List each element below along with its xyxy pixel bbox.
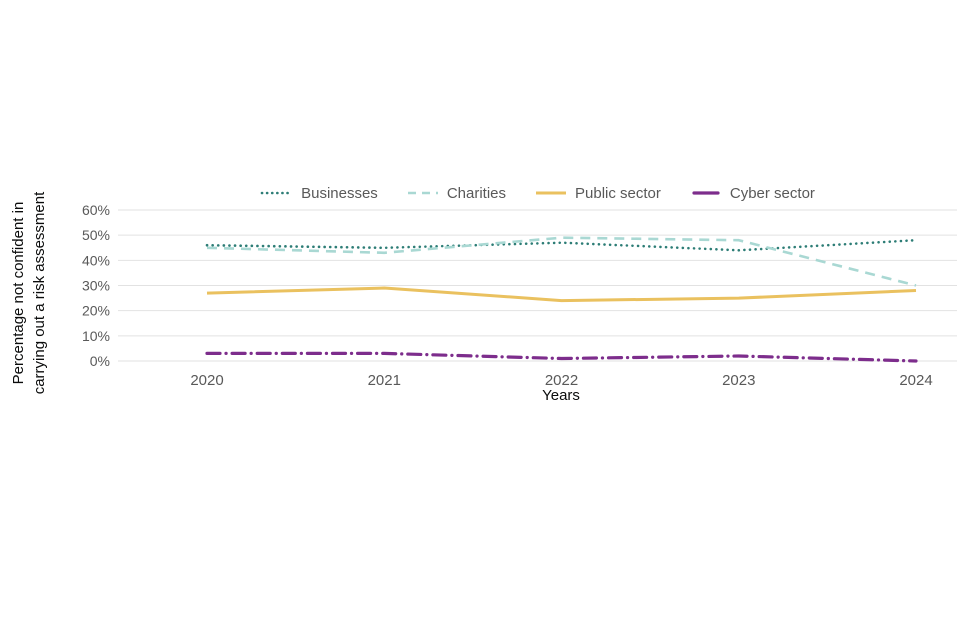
x-tick-label: 2022 — [545, 372, 578, 389]
chart-plot-area: 0% 10% 20% 30% 40% 50% 60% 2020 2021 2022 2023 2024 — [82, 202, 957, 389]
legend-label-public-sector: Public sector — [575, 184, 661, 202]
legend-label-businesses: Businesses — [301, 184, 378, 202]
legend-swatch-public-sector — [536, 191, 566, 195]
chart-legend: Businesses Charities Public sector Cyber se… — [118, 183, 957, 203]
legend-item-businesses: Businesses — [260, 185, 378, 202]
x-tick-label: 2024 — [899, 372, 932, 389]
x-tick-label: 2020 — [190, 372, 223, 389]
x-tick-label: 2021 — [368, 372, 401, 389]
y-tick-label: 30% — [82, 278, 110, 294]
legend-swatch-businesses — [260, 191, 294, 195]
legend-label-charities: Charities — [446, 184, 506, 202]
legend-item-public-sector: Public sector — [534, 185, 661, 202]
y-tick-label: 60% — [82, 202, 110, 218]
x-tick-label: 2023 — [722, 372, 755, 389]
y-tick-label: 10% — [82, 328, 110, 344]
legend-swatch-cyber-sector — [692, 191, 720, 195]
legend-item-charities: Charities — [406, 185, 506, 202]
x-axis-title: Years — [542, 387, 580, 404]
series-line-charities — [206, 236, 917, 287]
series-line-businesses — [205, 238, 918, 252]
y-tick-label: 20% — [82, 303, 110, 319]
y-tick-label: 50% — [82, 227, 110, 243]
legend-swatch-charities — [407, 191, 438, 195]
legend-label-cyber-sector: Cyber sector — [729, 184, 815, 202]
series-line-public-sector — [206, 286, 917, 303]
y-tick-label: 40% — [82, 252, 110, 268]
legend-item-cyber-sector: Cyber sector — [689, 185, 815, 202]
y-tick-label: 0% — [90, 353, 110, 369]
line-chart: Percentage not confident in carrying out… — [10, 183, 957, 404]
series-line-cyber-sector — [205, 351, 918, 363]
